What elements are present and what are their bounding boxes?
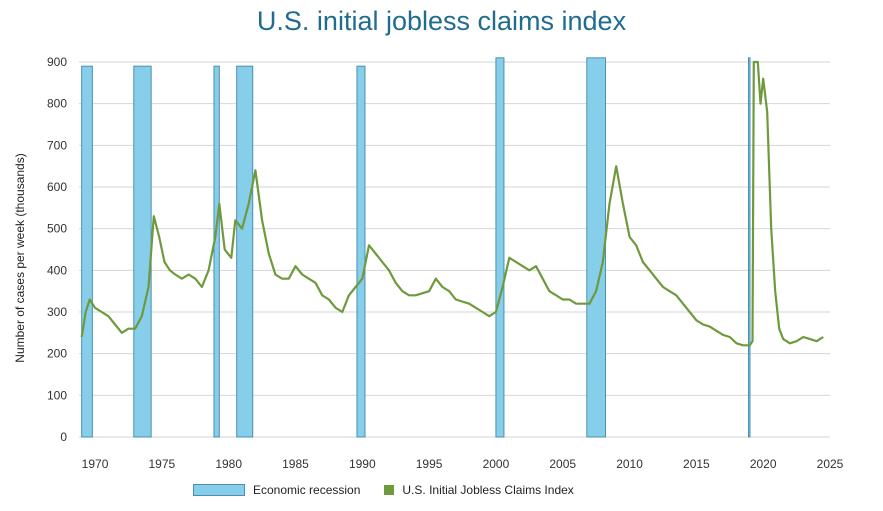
legend: Economic recession U.S. Initial Jobless … xyxy=(193,483,598,497)
x-tick-label-1970: 1970 xyxy=(82,457,109,471)
legend-label-recession: Economic recession xyxy=(253,483,361,497)
x-tick-label-2000: 2000 xyxy=(483,457,510,471)
legend-item-series: U.S. Initial Jobless Claims Index xyxy=(384,483,574,497)
legend-label-series: U.S. Initial Jobless Claims Index xyxy=(402,483,574,497)
chart-plot: 0 100 200 300 400 500 600 700 800 900 1970 1975 1980… xyxy=(13,55,844,471)
y-tick-label-300: 300 xyxy=(47,305,67,319)
y-tick-label-700: 700 xyxy=(47,138,67,152)
y-tick-label-600: 600 xyxy=(47,180,67,194)
x-tick-label-2020: 2020 xyxy=(750,457,777,471)
recession-bar-3 xyxy=(213,65,220,438)
recession-bar-1 xyxy=(81,65,93,438)
y-tick-label-200: 200 xyxy=(47,347,67,361)
x-tick-label-2025: 2025 xyxy=(817,457,844,471)
x-tick-label-1975: 1975 xyxy=(148,457,175,471)
y-axis-label: Number of cases per week (thousands) xyxy=(13,153,27,362)
x-tick-label-2010: 2010 xyxy=(616,457,643,471)
series-line-1 xyxy=(80,60,824,347)
y-tick-label-100: 100 xyxy=(47,388,67,402)
recession-swatch xyxy=(193,484,245,496)
recession-bar-5 xyxy=(356,65,366,438)
y-tick-label-0: 0 xyxy=(60,430,67,444)
legend-item-recession: Economic recession xyxy=(193,483,360,497)
recession-bar-4 xyxy=(236,65,254,438)
recession-bar-8 xyxy=(747,57,751,438)
y-tick-label-400: 400 xyxy=(47,263,67,277)
x-tick-label-2015: 2015 xyxy=(683,457,710,471)
x-tick-label-1980: 1980 xyxy=(215,457,242,471)
recession-bar-6 xyxy=(495,57,505,438)
chart-title: U.S. initial jobless claims index xyxy=(256,6,627,36)
y-tick-label-500: 500 xyxy=(47,222,67,236)
x-tick-label-1985: 1985 xyxy=(282,457,309,471)
series-swatch xyxy=(384,485,395,495)
y-tick-label-900: 900 xyxy=(47,55,67,69)
x-tick-label-1995: 1995 xyxy=(416,457,443,471)
recession-bar-2 xyxy=(133,65,152,438)
x-tick-label-2005: 2005 xyxy=(549,457,576,471)
y-tick-label-800: 800 xyxy=(47,97,67,111)
x-tick-label-1990: 1990 xyxy=(349,457,376,471)
recession-bar-7 xyxy=(586,57,607,438)
